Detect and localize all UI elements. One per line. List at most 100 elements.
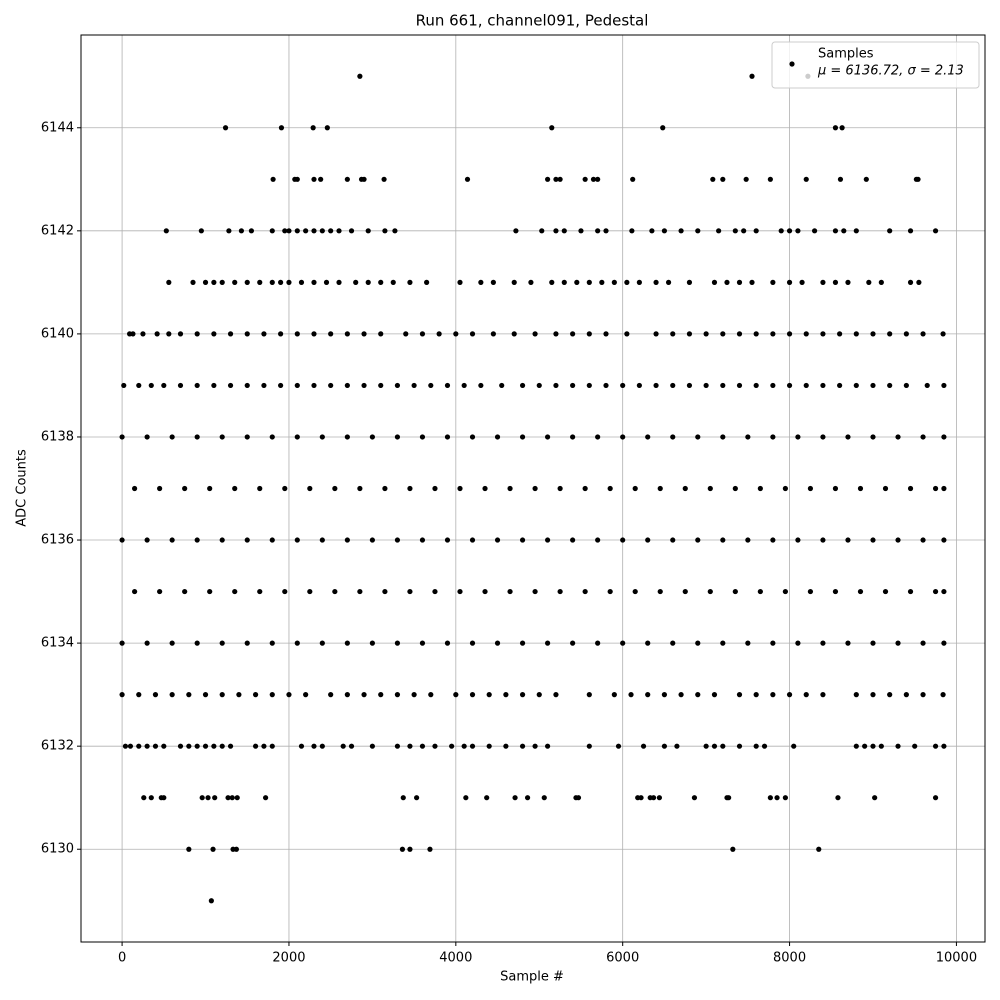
data-point	[461, 743, 467, 749]
data-point	[941, 743, 947, 749]
data-point	[227, 382, 234, 389]
data-point	[365, 228, 371, 234]
data-point	[269, 692, 275, 698]
data-point	[419, 537, 426, 543]
data-point	[770, 537, 776, 543]
data-point	[119, 537, 125, 543]
data-point	[557, 176, 563, 182]
data-point	[575, 795, 582, 801]
data-point	[553, 692, 559, 698]
data-point	[803, 382, 809, 389]
data-point	[745, 434, 751, 440]
data-point	[269, 434, 275, 440]
y-tick-label: 6138	[41, 429, 74, 444]
data-point	[657, 485, 663, 492]
data-point	[119, 434, 125, 440]
x-tick-label: 6000	[606, 951, 639, 966]
data-point	[887, 692, 893, 698]
data-point	[136, 692, 142, 698]
data-point	[841, 228, 847, 234]
data-point	[482, 588, 488, 595]
data-point	[270, 176, 276, 182]
data-point	[169, 640, 175, 646]
data-point	[361, 331, 367, 337]
data-point	[574, 279, 580, 285]
data-point	[202, 743, 209, 749]
data-point	[895, 434, 901, 440]
data-point	[586, 743, 592, 749]
data-point	[586, 279, 592, 285]
data-point	[169, 537, 175, 543]
data-point	[595, 640, 601, 646]
data-point	[603, 382, 609, 389]
data-point	[870, 692, 876, 698]
data-point	[907, 588, 914, 595]
data-point	[519, 692, 526, 698]
data-point	[311, 382, 317, 389]
data-point	[261, 382, 267, 389]
data-point	[507, 485, 513, 492]
data-point	[582, 485, 588, 492]
data-point	[553, 382, 559, 389]
data-point	[211, 279, 217, 285]
data-point	[394, 434, 401, 440]
data-point	[478, 382, 484, 389]
data-point	[820, 640, 826, 646]
data-point	[761, 743, 768, 749]
data-point	[786, 692, 793, 698]
data-point	[941, 382, 947, 389]
data-point	[638, 795, 644, 801]
data-point	[161, 382, 167, 389]
data-point	[528, 279, 534, 285]
data-point	[661, 228, 668, 234]
data-point	[570, 537, 576, 543]
data-point	[611, 279, 617, 285]
data-point	[624, 279, 630, 285]
data-point	[194, 434, 200, 440]
data-point	[920, 537, 926, 543]
data-point	[853, 228, 859, 234]
data-point	[941, 537, 947, 543]
data-point	[390, 279, 396, 285]
data-point	[369, 743, 375, 749]
data-point	[607, 485, 613, 492]
data-point	[232, 279, 238, 285]
data-point	[920, 640, 926, 646]
data-point	[457, 588, 463, 595]
data-point	[807, 485, 814, 492]
data-point	[381, 176, 387, 182]
data-point	[767, 795, 773, 801]
data-point	[152, 743, 159, 749]
data-point	[519, 640, 526, 646]
data-point	[786, 382, 793, 389]
data-point	[545, 176, 551, 182]
data-point	[248, 228, 255, 234]
data-point	[177, 743, 184, 749]
data-point	[832, 125, 839, 131]
data-point	[845, 537, 851, 543]
data-point	[424, 279, 430, 285]
data-point	[862, 743, 868, 749]
data-point	[645, 434, 651, 440]
data-point	[503, 743, 509, 749]
data-point	[887, 331, 893, 337]
data-point	[238, 228, 245, 234]
data-point	[344, 176, 350, 182]
data-point	[166, 279, 172, 285]
data-point	[703, 331, 709, 337]
data-point	[629, 228, 635, 234]
data-point	[932, 743, 939, 749]
data-point	[332, 485, 338, 492]
data-point	[711, 279, 718, 285]
data-point	[233, 846, 239, 852]
data-point	[753, 331, 759, 337]
data-point	[252, 743, 259, 749]
data-point	[227, 331, 234, 337]
data-point	[278, 279, 284, 285]
data-point	[244, 537, 250, 543]
data-point	[157, 588, 163, 595]
data-point	[307, 485, 313, 492]
data-point	[336, 279, 342, 285]
data-point	[244, 382, 250, 389]
data-point	[882, 588, 889, 595]
